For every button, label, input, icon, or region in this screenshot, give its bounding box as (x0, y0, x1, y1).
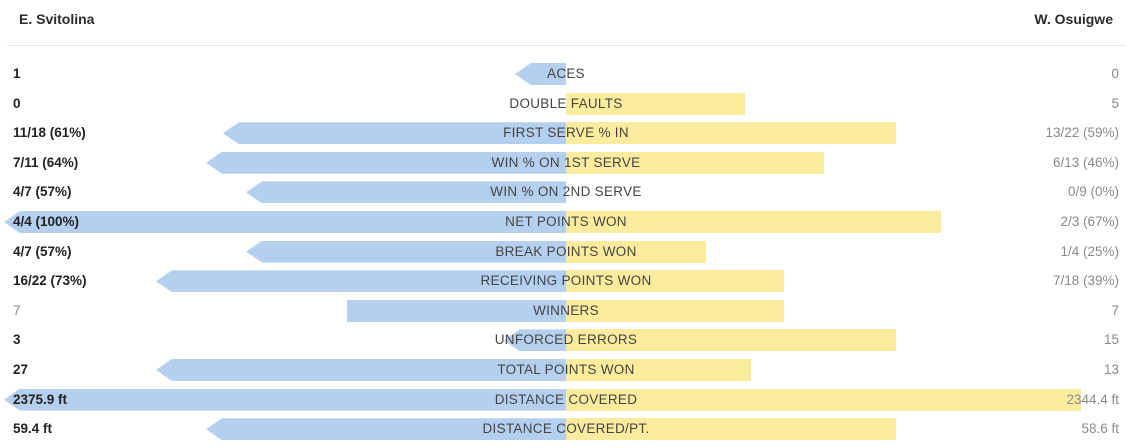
left-player-value: 59.4 ft (13, 421, 53, 437)
right-player-bar (566, 388, 1081, 411)
stat-label: DOUBLE FAULTS (509, 95, 623, 111)
right-player-value: 13/22 (59%) (1045, 125, 1119, 141)
player-right-name: W. Osuigwe (1034, 11, 1113, 27)
stat-label: ACES (547, 66, 585, 81)
stat-row: 7/11 (64%) WIN % ON 1ST SERVE 6/13 (46%) (0, 148, 1133, 178)
stat-label: NET POINTS WON (505, 214, 627, 229)
match-stats-header: E. Svitolina W. Osuigwe (0, 0, 1133, 46)
stat-label: UNFORCED ERRORS (494, 332, 638, 348)
right-player-bar (566, 299, 784, 322)
left-player-bar (156, 270, 566, 293)
right-player-bar (566, 270, 784, 293)
left-player-bar (515, 63, 566, 85)
stat-label: WINNERS (533, 302, 599, 318)
player-left-name: E. Svitolina (19, 11, 95, 27)
right-player-value: 0/9 (0%) (1067, 184, 1119, 200)
right-player-value: 1/4 (25%) (1060, 243, 1119, 259)
left-player-bar (206, 151, 566, 174)
left-player-value: 27 (13, 362, 29, 377)
right-player-value: 7 (1111, 302, 1119, 318)
stat-label: RECEIVING POINTS WON (480, 273, 652, 289)
left-player-value: 16/22 (73%) (13, 273, 87, 289)
stat-label: WIN % ON 1ST SERVE (491, 154, 641, 170)
right-player-bar (566, 92, 745, 115)
left-player-value: 4/4 (100%) (13, 214, 80, 229)
stat-label: BREAK POINTS WON (495, 243, 637, 259)
stat-row: 27 TOTAL POINTS WON 13 (0, 355, 1133, 385)
left-player-value: 7 (13, 302, 21, 318)
left-player-bar (206, 418, 566, 441)
right-player-value: 6/13 (46%) (1052, 154, 1119, 170)
stat-row: 4/7 (57%) WIN % ON 2ND SERVE 0/9 (0%) (0, 177, 1133, 207)
left-player-bar (4, 388, 566, 411)
left-player-value: 2375.9 ft (13, 391, 68, 407)
left-player-value: 0 (13, 95, 21, 111)
left-player-bar (156, 359, 566, 381)
header-divider (7, 45, 1126, 46)
left-player-bar (504, 329, 566, 352)
left-player-bar (4, 211, 566, 233)
right-player-value: 13 (1103, 362, 1119, 377)
right-player-bar (566, 211, 941, 233)
right-player-bar (566, 359, 751, 381)
stat-label: DISTANCE COVERED/PT. (482, 421, 650, 437)
stat-row: 4/7 (57%) BREAK POINTS WON 1/4 (25%) (0, 237, 1133, 267)
right-player-value: 5 (1111, 95, 1119, 111)
right-player-value: 58.6 ft (1081, 421, 1119, 437)
right-player-bar (566, 122, 896, 145)
stat-row: 11/18 (61%) FIRST SERVE % IN 13/22 (59%) (0, 118, 1133, 148)
stat-row: 59.4 ft DISTANCE COVERED/PT. 58.6 ft (0, 414, 1133, 444)
stat-label: FIRST SERVE % IN (503, 125, 629, 141)
left-player-value: 1 (13, 66, 21, 81)
right-player-value: 7/18 (39%) (1052, 273, 1119, 289)
stat-label: TOTAL POINTS WON (497, 362, 635, 377)
left-player-value: 4/7 (57%) (13, 184, 72, 200)
right-player-bar (566, 329, 896, 352)
left-player-bar (246, 240, 566, 263)
right-player-value: 0 (1111, 66, 1119, 81)
left-player-bar (223, 122, 566, 145)
left-player-value: 4/7 (57%) (13, 243, 72, 259)
stat-row: 4/4 (100%) NET POINTS WON 2/3 (67%) (0, 207, 1133, 237)
right-player-bar (566, 240, 706, 263)
left-player-value: 11/18 (61%) (13, 125, 86, 141)
left-player-value: 7/11 (64%) (13, 154, 79, 170)
stat-row: 7 WINNERS 7 (0, 296, 1133, 326)
stat-label: WIN % ON 2ND SERVE (490, 184, 642, 200)
stat-row: 2375.9 ft DISTANCE COVERED 2344.4 ft (0, 385, 1133, 415)
stat-row: 0 DOUBLE FAULTS 5 (0, 89, 1133, 119)
right-player-bar (566, 151, 824, 174)
right-player-value: 2344.4 ft (1066, 391, 1119, 407)
left-player-value: 3 (13, 332, 21, 348)
right-player-bar (566, 418, 896, 441)
left-player-bar (347, 299, 566, 322)
left-player-bar (246, 181, 566, 204)
stat-row: 16/22 (73%) RECEIVING POINTS WON 7/18 (39%… (0, 266, 1133, 296)
stat-label: DISTANCE COVERED (494, 391, 638, 407)
right-player-value: 2/3 (67%) (1060, 214, 1119, 229)
stat-row: 1 ACES 0 (0, 59, 1133, 89)
stat-row: 3 UNFORCED ERRORS 15 (0, 325, 1133, 355)
right-player-value: 15 (1103, 332, 1119, 348)
